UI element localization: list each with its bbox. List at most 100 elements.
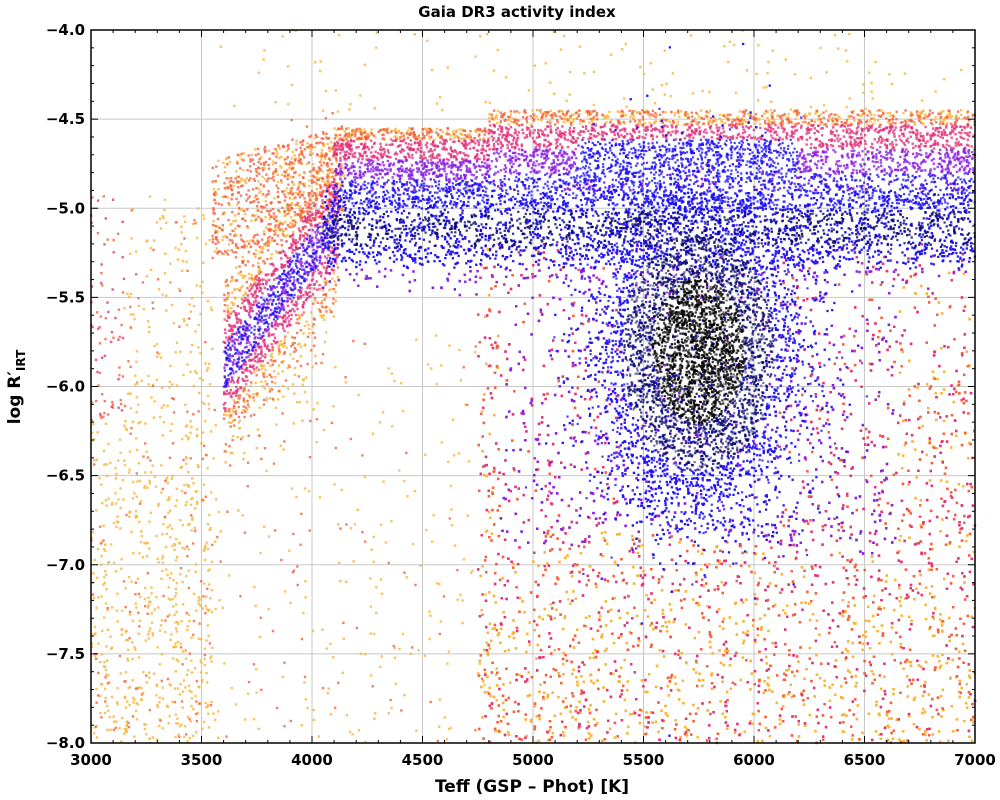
density-point (625, 114, 627, 116)
density-point (264, 369, 266, 371)
density-point (150, 471, 152, 473)
density-point (152, 736, 154, 738)
density-point (835, 659, 837, 661)
density-point (184, 404, 186, 406)
density-point (248, 406, 250, 408)
density-point (949, 640, 951, 642)
density-point (489, 687, 491, 689)
density-point (814, 730, 816, 732)
density-point (160, 624, 162, 626)
density-point (154, 400, 156, 402)
density-point (616, 533, 618, 535)
density-point (315, 182, 317, 184)
density-point (199, 377, 201, 379)
density-point (279, 165, 281, 167)
density-point (137, 404, 139, 406)
density-point (842, 599, 844, 601)
density-point (636, 112, 638, 114)
density-point (178, 542, 180, 544)
density-point (161, 653, 163, 655)
density-point (168, 586, 170, 588)
density-point (242, 458, 244, 460)
density-point (117, 459, 119, 461)
density-point (442, 131, 444, 133)
density-point (788, 669, 790, 671)
density-point (154, 608, 156, 610)
density-point (167, 706, 169, 708)
density-point (193, 385, 195, 387)
density-point (143, 308, 145, 310)
density-point (722, 628, 724, 630)
density-point (119, 507, 121, 509)
density-point (131, 641, 133, 643)
density-point (117, 620, 119, 622)
density-point (304, 325, 306, 327)
density-point (144, 598, 146, 600)
density-point (169, 365, 171, 367)
density-point (104, 570, 106, 572)
density-point (282, 395, 284, 397)
density-point (588, 732, 590, 734)
density-point (289, 176, 291, 178)
density-point (258, 191, 260, 193)
density-point (320, 152, 322, 154)
density-point (809, 647, 811, 649)
density-point (674, 114, 676, 116)
density-point (134, 375, 136, 377)
density-point (489, 647, 491, 649)
density-point (914, 448, 916, 450)
density-point (751, 672, 753, 674)
density-point (515, 647, 517, 649)
density-point (845, 715, 847, 717)
density-point (230, 307, 232, 309)
density-point (790, 684, 792, 686)
density-point (176, 659, 178, 661)
density-point (253, 399, 255, 401)
density-point (222, 236, 224, 238)
density-point (527, 695, 529, 697)
density-point (137, 578, 139, 580)
density-point (237, 272, 239, 274)
density-point (187, 548, 189, 550)
density-point (642, 570, 644, 572)
density-point (128, 471, 130, 473)
density-point (408, 127, 410, 129)
density-point (183, 215, 185, 217)
density-point (128, 468, 130, 470)
density-point (204, 648, 206, 650)
density-point (847, 669, 849, 671)
density-point (94, 633, 96, 635)
density-point (185, 435, 187, 437)
density-point (106, 463, 108, 465)
density-point (565, 697, 567, 699)
density-point (109, 716, 111, 718)
density-point (120, 740, 122, 742)
density-point (566, 591, 568, 593)
density-point (968, 675, 970, 677)
density-point (106, 659, 108, 661)
density-point (925, 618, 927, 620)
density-point (767, 677, 769, 679)
density-point (164, 253, 166, 255)
density-point (293, 154, 295, 156)
density-point (157, 561, 159, 563)
density-point (888, 717, 890, 719)
density-point (966, 707, 968, 709)
density-point (202, 431, 204, 433)
density-point (145, 240, 147, 242)
density-point (176, 611, 178, 613)
density-point (105, 697, 107, 699)
density-point (769, 582, 771, 584)
density-point (312, 163, 314, 165)
density-point (195, 563, 197, 565)
density-point (140, 530, 142, 532)
density-point (221, 239, 223, 241)
density-point (524, 718, 526, 720)
density-point (333, 315, 335, 317)
density-point (803, 678, 805, 680)
density-point (809, 619, 811, 621)
density-point (191, 297, 193, 299)
density-point (941, 312, 943, 314)
density-point (101, 595, 103, 597)
density-point (175, 538, 177, 540)
